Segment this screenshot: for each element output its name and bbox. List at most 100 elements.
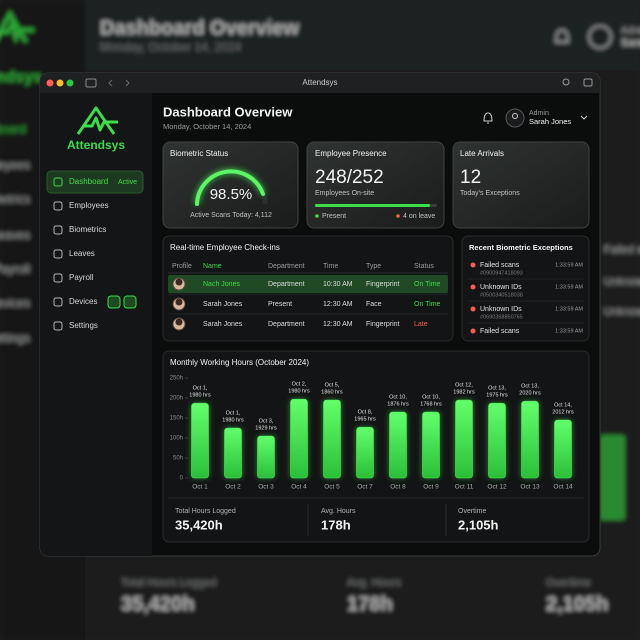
x-tick-label: Oct 13 xyxy=(520,484,540,491)
bar-annotation: 1929 hrs xyxy=(255,425,277,431)
x-tick-label: Oct 11 xyxy=(455,484,474,491)
exception-time: 1:33:59 AM xyxy=(555,284,583,290)
exception-time: 1:33:59 AM xyxy=(555,306,583,312)
card-caption: Today's Exceptions xyxy=(460,190,520,197)
table-header: Time xyxy=(323,263,338,270)
nav-label[interactable]: Payroll xyxy=(69,273,94,282)
stat-label: Overtime xyxy=(458,508,487,515)
bar xyxy=(290,398,308,479)
stat-value: 178h xyxy=(321,517,351,532)
table-cell: 12:30 AM xyxy=(323,321,353,328)
nav-active-bg xyxy=(46,170,144,194)
app-window: Attendsys Attendsys Dashboard Active Employ… xyxy=(39,72,601,557)
sidebar-toggle[interactable] xyxy=(85,78,97,88)
bell-icon[interactable] xyxy=(483,112,493,124)
table-header: Status xyxy=(414,263,434,270)
exception-id: #0500340518038 xyxy=(480,292,523,298)
device-status-icon xyxy=(123,295,137,309)
y-tick-label: 0 xyxy=(180,476,184,482)
tabs-icon[interactable] xyxy=(583,78,593,87)
bar xyxy=(422,411,440,479)
bar-annotation: 1860 hrs xyxy=(321,389,343,395)
table-cell: Department xyxy=(268,321,305,328)
bar-annotation: Oct 2, xyxy=(292,382,307,388)
profile-hair xyxy=(175,278,183,286)
search-icon[interactable] xyxy=(562,78,570,86)
stat-label: Avg. Hours xyxy=(321,508,356,515)
minimize-button[interactable] xyxy=(56,79,64,87)
bar-annotation: Oct 8, xyxy=(358,410,373,416)
stat-card xyxy=(162,141,299,229)
nav-label[interactable]: Dashboard xyxy=(69,177,108,186)
bar-annotation: Oct 1, xyxy=(193,386,208,392)
nav-label[interactable]: Leaves xyxy=(69,249,95,258)
stat-value: 35,420h xyxy=(175,517,223,532)
nav-label[interactable]: Biometrics xyxy=(69,225,106,234)
card-value: 12 xyxy=(460,167,481,188)
exception-label: Unknown IDs xyxy=(480,306,522,313)
x-tick-label: Oct 2 xyxy=(225,484,241,491)
gauge-arc xyxy=(195,169,265,206)
nav-label[interactable]: Settings xyxy=(69,321,98,330)
close-button[interactable] xyxy=(46,79,54,87)
bar-annotation: Oct 12, xyxy=(455,382,473,388)
bar-annotation: 2012 hrs xyxy=(552,409,574,415)
user-role: Admin xyxy=(529,110,549,117)
x-tick-label: Oct 14 xyxy=(553,484,573,491)
panel-title: Real-time Employee Check-ins xyxy=(170,243,280,252)
exception-label: Failed scans xyxy=(480,262,520,269)
y-tick-label: 100h xyxy=(170,436,183,442)
table-header: Type xyxy=(366,263,381,270)
x-tick-label: Oct 3 xyxy=(258,484,274,491)
exception-time: 1:33:59 AM xyxy=(555,328,583,334)
zoom-button[interactable] xyxy=(66,79,74,87)
card-title: Biometric Status xyxy=(170,149,228,158)
table-cell: Face xyxy=(366,301,382,308)
bar-annotation: Oct 13, xyxy=(521,384,539,390)
bar-annotation: 1980 hrs xyxy=(288,389,310,395)
card-title: Late Arrivals xyxy=(460,149,504,158)
legend-dot xyxy=(315,214,319,218)
row-highlight xyxy=(168,275,448,293)
table-cell: Nach Jones xyxy=(203,281,240,288)
exception-label: Unknown IDs xyxy=(480,284,522,291)
bar-annotation: 1768 hrs xyxy=(420,401,442,407)
x-tick-label: Oct 9 xyxy=(423,484,439,491)
bar-annotation: Oct 3, xyxy=(259,418,274,424)
stat-value: 2,105h xyxy=(458,517,499,532)
card-value: 248/252 xyxy=(315,167,384,188)
bar-annotation: Oct 13, xyxy=(488,386,506,392)
y-tick-label: 250h xyxy=(170,376,183,382)
bar xyxy=(191,402,209,479)
table-cell: 12:30 AM xyxy=(323,301,353,308)
panel xyxy=(461,235,590,342)
card-value: 98.5% xyxy=(210,186,253,203)
bar xyxy=(521,400,539,479)
nav-label[interactable]: Devices xyxy=(69,297,97,306)
title-bar xyxy=(40,73,600,93)
bar-annotation: Oct 10, xyxy=(389,394,407,400)
table-cell: Sarah Jones xyxy=(203,301,243,308)
table-cell: On Time xyxy=(414,281,441,288)
nav-icon xyxy=(53,297,63,307)
nav-label[interactable]: Employees xyxy=(69,201,109,210)
bar-annotation: 1980 hrs xyxy=(189,393,211,399)
x-tick-label: Oct 12 xyxy=(487,484,507,491)
bar xyxy=(488,402,506,479)
bar-annotation: Oct 1, xyxy=(226,410,241,416)
table-cell: On Time xyxy=(414,301,441,308)
bar-annotation: 1980 hrs xyxy=(222,417,244,423)
bar-annotation: Oct 10, xyxy=(422,394,440,400)
nav-icon xyxy=(53,177,63,187)
profile-hair xyxy=(175,298,183,306)
alert-icon xyxy=(470,306,476,312)
x-tick-label: Oct 5 xyxy=(324,484,340,491)
table-header: Profile xyxy=(172,263,192,270)
bar xyxy=(554,419,572,479)
bar-annotation: 1876 hrs xyxy=(387,401,409,407)
user-menu-chevron[interactable] xyxy=(580,115,588,120)
progress-fill xyxy=(315,204,430,207)
brand-logo xyxy=(76,106,118,135)
nav-arrows[interactable] xyxy=(108,79,130,87)
